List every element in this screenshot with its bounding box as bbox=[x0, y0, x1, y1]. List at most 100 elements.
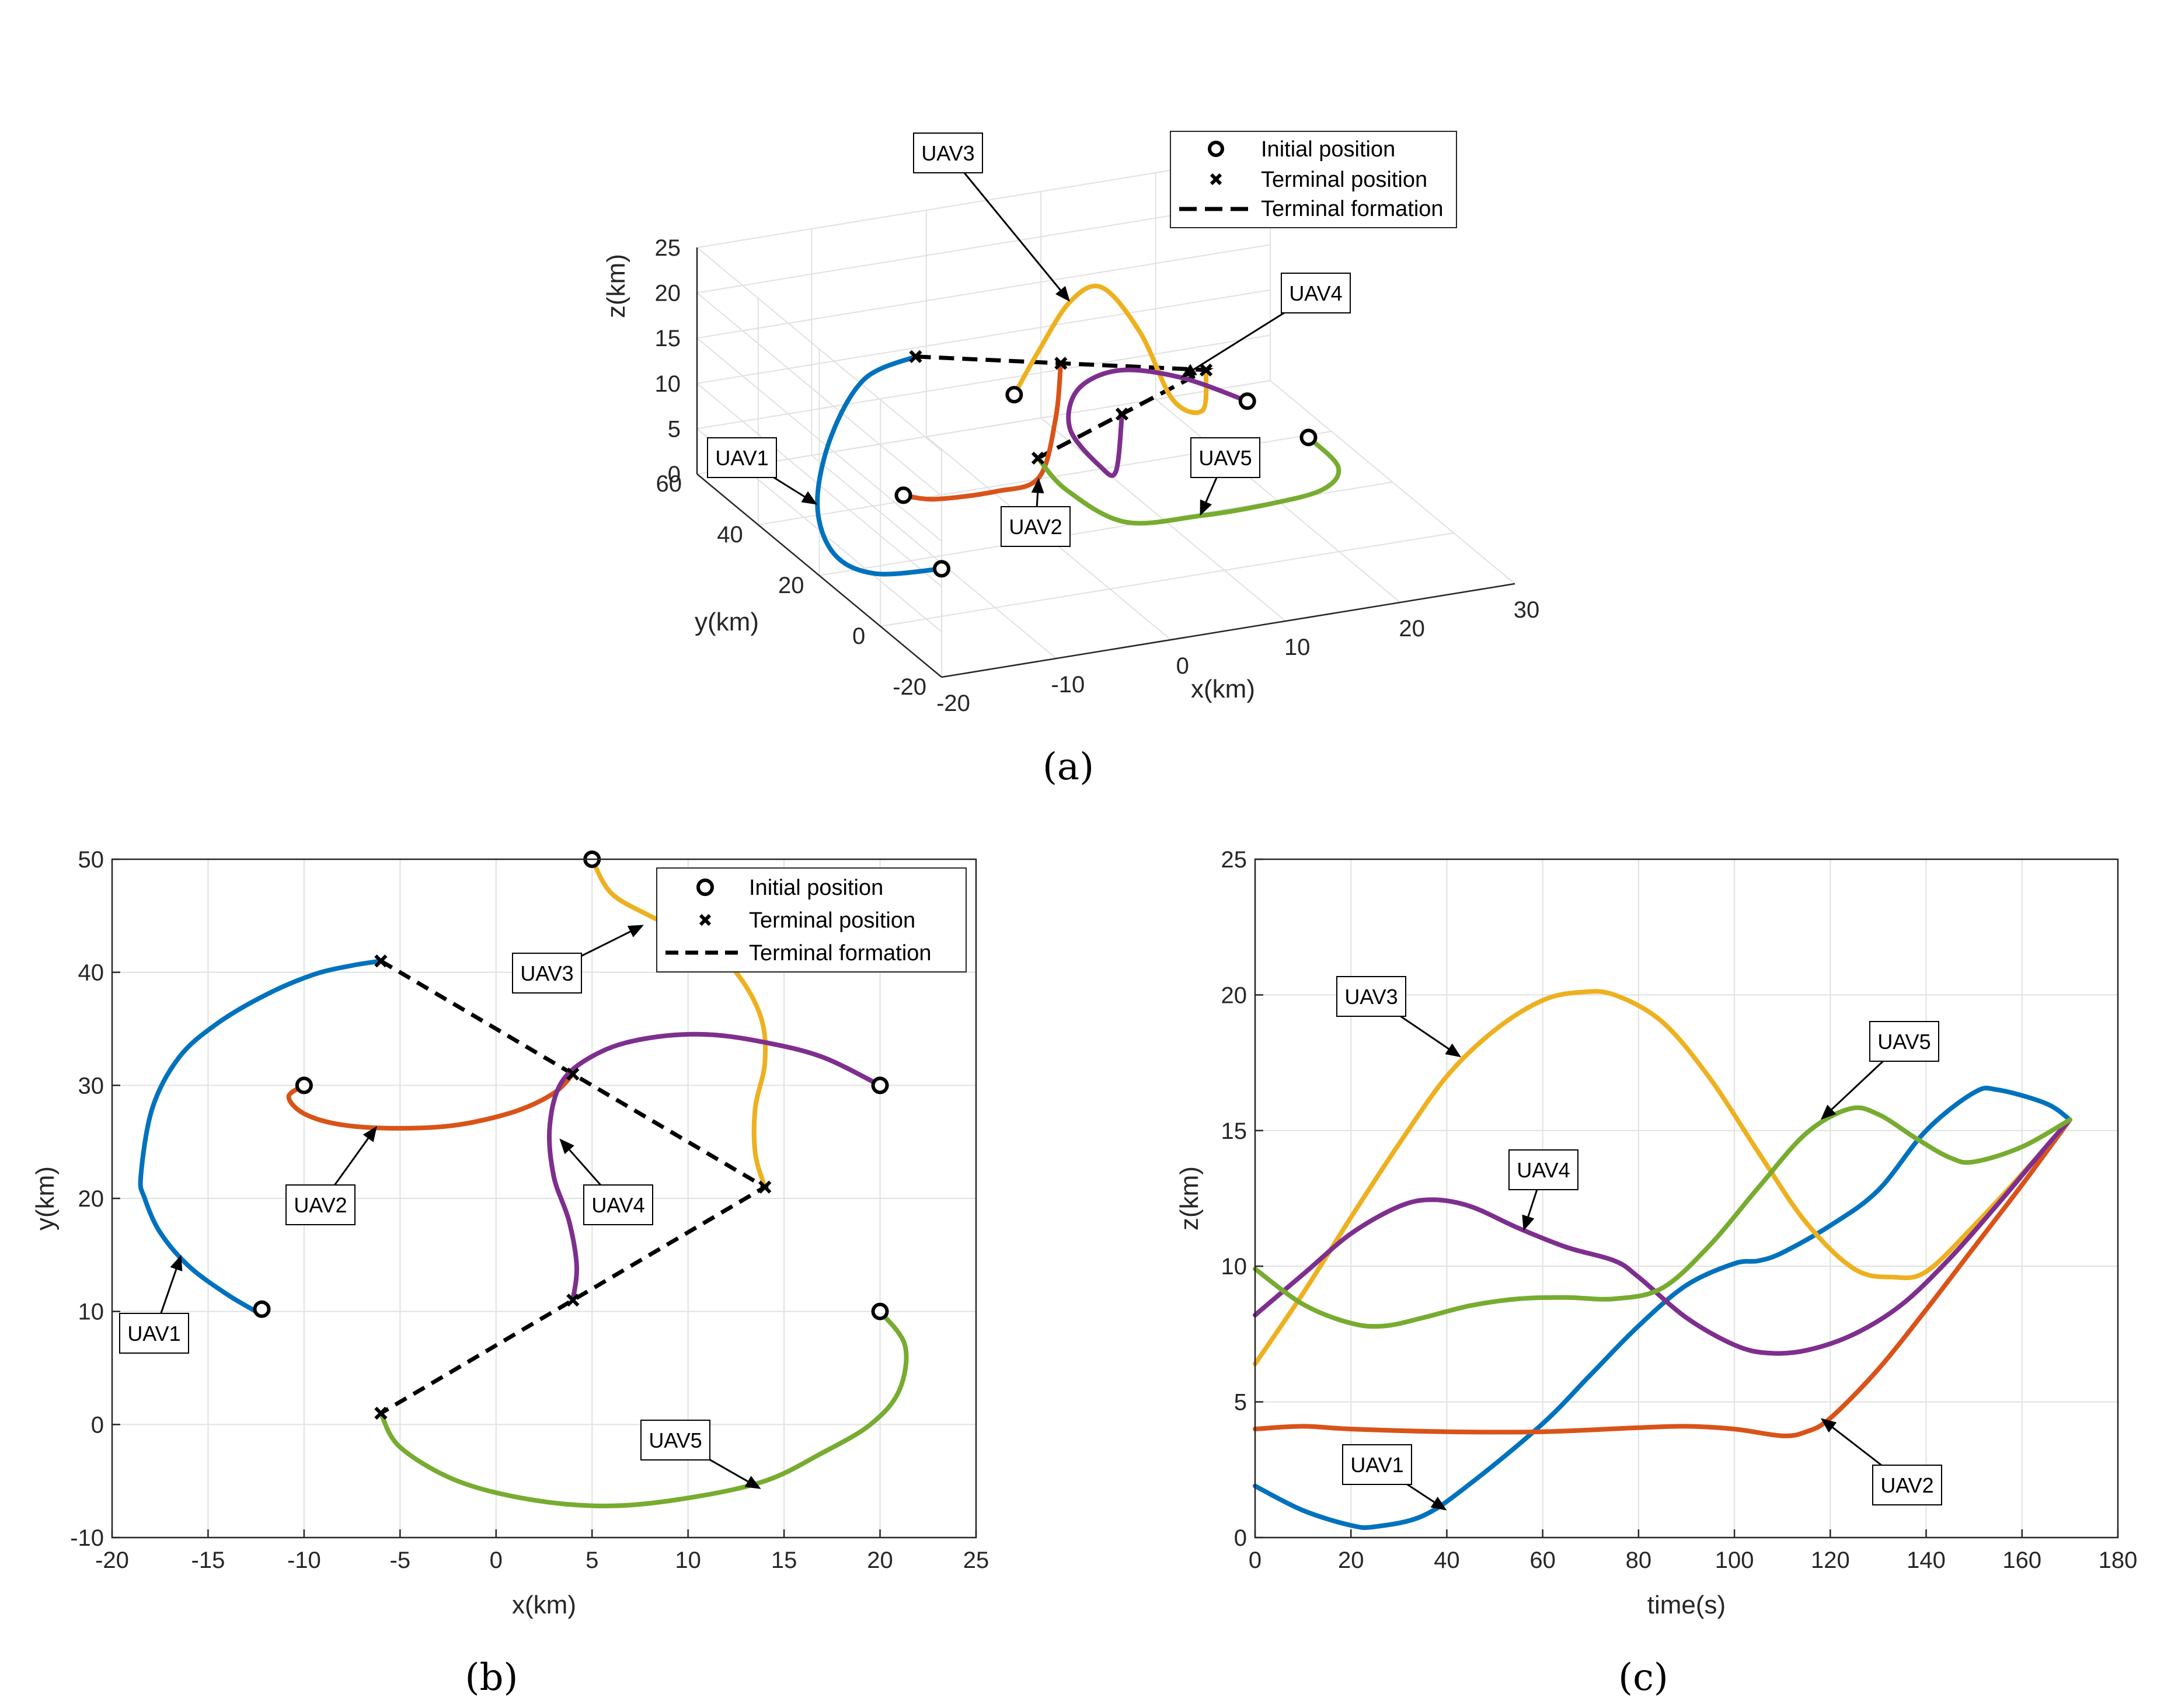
terminal-marker-2 bbox=[566, 1067, 580, 1081]
xtick-20: 20 bbox=[1338, 1547, 1364, 1573]
a-xtick-20: 20 bbox=[1399, 616, 1425, 642]
terminal-marker-1 bbox=[374, 954, 388, 968]
series-uav4 bbox=[1253, 1117, 2072, 1356]
panel-b-ylabel: y(km) bbox=[31, 1166, 60, 1231]
xtick-80: 80 bbox=[1626, 1547, 1652, 1573]
b-callout-uav3-label: UAV3 bbox=[520, 961, 573, 985]
series-uav4 bbox=[546, 1031, 883, 1303]
b-callout-uav4-box bbox=[583, 1184, 653, 1225]
a-series-uav2 bbox=[901, 361, 1064, 502]
legend-terminal-marker bbox=[1210, 173, 1222, 186]
a-callout-uav1-arrow bbox=[773, 476, 805, 498]
series-uav5 bbox=[378, 1309, 909, 1508]
a-ztick-25: 25 bbox=[655, 235, 681, 261]
b-callout-uav4-arrowhead bbox=[559, 1138, 574, 1155]
series-uav3 bbox=[590, 857, 768, 1190]
ytick-50: 50 bbox=[78, 847, 104, 873]
c-callout-uav3-arrow bbox=[1400, 1015, 1449, 1050]
panel-c-series bbox=[1253, 989, 2072, 1531]
xtick-0: 0 bbox=[490, 1547, 503, 1573]
panel-c-ticks: 0 20 40 60 80 100 120 140 160 180 0 5 10 15 20 25 bbox=[1221, 847, 2138, 1573]
panel-c-xlabel: time(s) bbox=[1647, 1591, 1726, 1619]
xtick--10: -10 bbox=[287, 1547, 321, 1573]
panel-a-markers bbox=[894, 350, 1318, 578]
xtick-5: 5 bbox=[586, 1547, 598, 1573]
legend-formation-label: Terminal formation bbox=[1261, 197, 1444, 221]
b-callout-uav5-arrowhead bbox=[744, 1476, 761, 1489]
a-ztick-20: 20 bbox=[655, 281, 681, 306]
c-callout-uav4-arrow bbox=[1527, 1189, 1538, 1217]
c-callout-uav2-box bbox=[1872, 1465, 1942, 1505]
panel-a-callouts: UAV1 UAV2 UAV3 UAV4 UAV5 bbox=[707, 133, 1351, 547]
a-ztick-0: 0 bbox=[668, 462, 681, 487]
initial-marker-1 bbox=[253, 1300, 271, 1318]
caption-c: (c) bbox=[1618, 1656, 1668, 1699]
ytick-30: 30 bbox=[78, 1073, 104, 1099]
a-callout-uav5-arrowhead bbox=[1200, 499, 1212, 516]
legend-b-initial-marker bbox=[696, 879, 714, 896]
a-callout-uav3-box bbox=[913, 133, 983, 173]
b-callout-uav4-arrow bbox=[569, 1149, 601, 1186]
panel-b-xy-trajectory: -20 -15 -10 -5 0 5 10 15 20 25 -10 0 10 20 30 40 50 UAV1… bbox=[31, 847, 989, 1699]
a-initial-marker-1 bbox=[932, 560, 950, 578]
terminal-marker-4 bbox=[566, 1294, 580, 1307]
initial-marker-4 bbox=[871, 1076, 889, 1094]
c-callout-uav2-label: UAV2 bbox=[1880, 1473, 1933, 1497]
xtick--5: -5 bbox=[390, 1547, 411, 1573]
terminal-marker-5 bbox=[374, 1406, 388, 1420]
ytick-0: 0 bbox=[91, 1412, 104, 1438]
series-uav2 bbox=[1253, 1117, 2072, 1438]
a-terminal-marker-5 bbox=[1031, 451, 1045, 465]
xtick-140: 140 bbox=[1907, 1547, 1946, 1573]
c-callout-uav4-arrowhead bbox=[1522, 1214, 1535, 1231]
a-ytick-0: 0 bbox=[852, 623, 865, 649]
c-callout-uav5-arrow bbox=[1831, 1060, 1884, 1110]
b-callout-uav5-arrow bbox=[709, 1459, 748, 1483]
initial-marker-2 bbox=[295, 1076, 313, 1094]
xtick-25: 25 bbox=[963, 1547, 989, 1573]
a-back-z-10 bbox=[696, 289, 1271, 384]
ytick-10: 10 bbox=[78, 1299, 104, 1325]
b-callout-uav2-box bbox=[285, 1184, 356, 1225]
a-initial-marker-4 bbox=[1238, 392, 1256, 410]
series-uav3 bbox=[1253, 989, 2072, 1367]
panel-b-legend: Initial position Terminal position Termi… bbox=[656, 867, 967, 972]
c-callout-uav2-arrowhead bbox=[1820, 1418, 1837, 1433]
a-side-z-25 bbox=[696, 247, 942, 451]
series-uav1 bbox=[138, 958, 384, 1314]
panel-b-ticks: -20 -15 -10 -5 0 5 10 15 20 25 -10 0 10 20 30 40 50 bbox=[70, 847, 989, 1573]
a-back-z-0 bbox=[696, 380, 1271, 475]
c-callout-uav5-arrowhead bbox=[1820, 1104, 1837, 1120]
panel-a-ylabel: y(km) bbox=[695, 608, 759, 636]
a-xtick-30: 30 bbox=[1514, 597, 1540, 623]
panel-b-frame bbox=[111, 858, 977, 1539]
panel-a-xlabel: x(km) bbox=[1191, 675, 1255, 703]
a-callout-uav3-arrowhead bbox=[1055, 285, 1070, 302]
a-ztick-15: 15 bbox=[655, 326, 681, 351]
a-series-uav5 bbox=[1036, 435, 1341, 526]
c-callout-uav4-box bbox=[1508, 1149, 1578, 1190]
b-callout-uav1-label: UAV1 bbox=[127, 1322, 180, 1346]
b-callout-uav1-box bbox=[119, 1313, 189, 1354]
a-ytick-40: 40 bbox=[717, 522, 743, 548]
ytick-0: 0 bbox=[1234, 1525, 1247, 1551]
c-callout-uav3-box bbox=[1336, 976, 1406, 1017]
a-callout-uav5-arrow bbox=[1205, 477, 1218, 503]
a-callout-uav1-arrowhead bbox=[801, 491, 818, 505]
a-floor-y-0 bbox=[880, 532, 1454, 627]
xtick-10: 10 bbox=[675, 1547, 701, 1573]
a-callout-uav5-label: UAV5 bbox=[1198, 446, 1252, 470]
b-callout-uav4-label: UAV4 bbox=[591, 1193, 644, 1217]
a-side-z-20 bbox=[696, 292, 942, 497]
c-callout-uav4-label: UAV4 bbox=[1517, 1158, 1570, 1182]
b-callout-uav2-arrowhead bbox=[363, 1126, 377, 1142]
xtick-120: 120 bbox=[1811, 1547, 1850, 1573]
a-ztick-5: 5 bbox=[668, 416, 681, 442]
c-callout-uav1-label: UAV1 bbox=[1350, 1453, 1403, 1477]
b-callout-uav3-arrow bbox=[581, 930, 631, 957]
a-yaxis bbox=[696, 473, 942, 678]
a-callout-uav4-arrowhead bbox=[1180, 364, 1197, 378]
caption-b: (b) bbox=[465, 1656, 518, 1699]
